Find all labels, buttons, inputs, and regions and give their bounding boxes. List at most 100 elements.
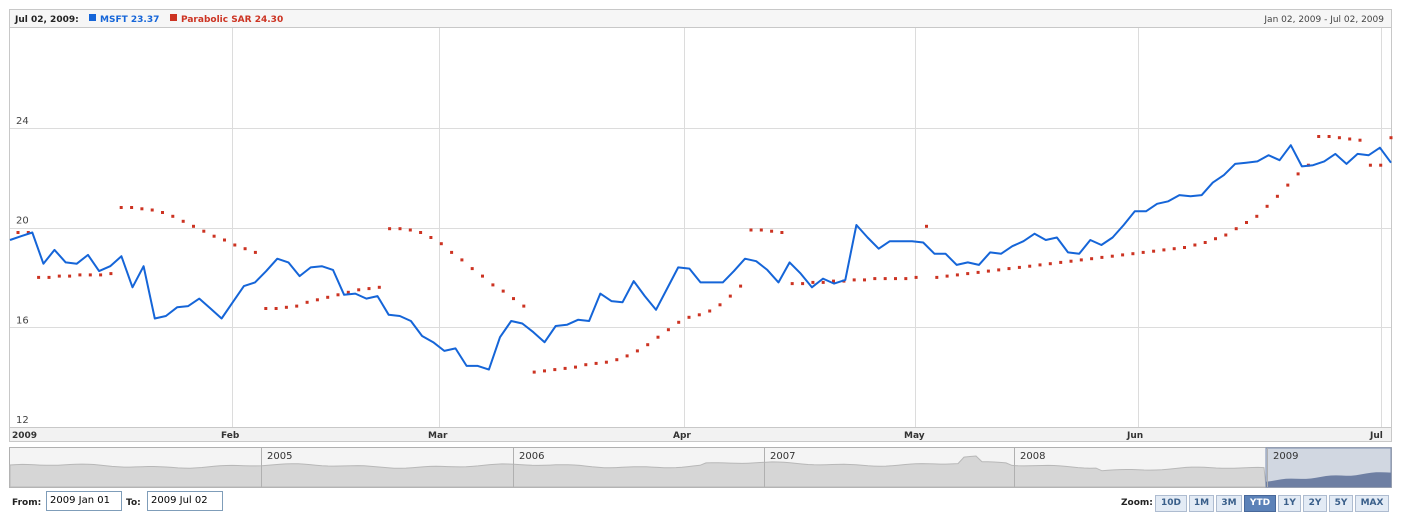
sar-point bbox=[439, 242, 443, 246]
sar-point bbox=[1286, 183, 1290, 187]
sar-point bbox=[759, 228, 763, 232]
sar-point bbox=[543, 369, 546, 373]
sar-point bbox=[88, 273, 92, 277]
x-tick-label: Jun bbox=[1126, 431, 1143, 441]
zoom-button-3m[interactable]: 3M bbox=[1216, 495, 1242, 512]
sar-point bbox=[1265, 204, 1269, 208]
sar-point bbox=[78, 273, 82, 277]
to-date-input[interactable]: 2009 Jul 02 bbox=[147, 491, 223, 511]
sar-point bbox=[460, 258, 464, 262]
sar-point bbox=[718, 303, 722, 307]
zoom-button-1m[interactable]: 1M bbox=[1189, 495, 1214, 512]
sar-point bbox=[677, 320, 681, 324]
sar-point bbox=[1203, 241, 1207, 244]
sar-point bbox=[894, 277, 897, 281]
sar-point bbox=[171, 214, 175, 218]
from-date-input[interactable]: 2009 Jan 01 bbox=[46, 491, 122, 511]
sar-point bbox=[646, 343, 650, 347]
sar-point bbox=[336, 293, 340, 297]
sar-point bbox=[749, 228, 753, 232]
sar-point bbox=[832, 279, 835, 283]
sar-point bbox=[986, 269, 990, 273]
navigator-area bbox=[9, 455, 1267, 488]
zoom-button-2y[interactable]: 2Y bbox=[1303, 495, 1327, 512]
sar-point bbox=[790, 282, 794, 286]
zoom-button-10d[interactable]: 10D bbox=[1155, 495, 1187, 512]
sar-point bbox=[666, 328, 670, 332]
sar-point bbox=[284, 305, 288, 309]
sar-point bbox=[945, 274, 949, 278]
sar-point bbox=[408, 228, 412, 232]
x-tick-label: 2009 bbox=[12, 431, 37, 441]
sar-point bbox=[212, 234, 216, 238]
sar-point bbox=[563, 366, 567, 370]
sar-point bbox=[1100, 255, 1104, 259]
sar-point bbox=[1059, 260, 1063, 264]
sar-point bbox=[377, 285, 381, 289]
sar-point bbox=[1028, 264, 1032, 268]
navigator-selection-area bbox=[1266, 472, 1391, 487]
sar-point bbox=[429, 236, 433, 239]
sar-point bbox=[1131, 252, 1135, 256]
sar-point bbox=[780, 231, 784, 234]
sar-point bbox=[635, 349, 639, 353]
legend-marker-sar bbox=[170, 14, 177, 21]
sar-point bbox=[450, 250, 454, 254]
sar-point bbox=[1296, 172, 1300, 176]
sar-point bbox=[274, 307, 278, 310]
sar-point bbox=[315, 298, 319, 302]
sar-point bbox=[522, 304, 526, 308]
sar-point bbox=[1183, 246, 1186, 249]
to-label: To: bbox=[126, 498, 141, 508]
zoom-button-1y[interactable]: 1Y bbox=[1278, 495, 1301, 512]
sar-point bbox=[192, 224, 195, 228]
header-date: Jul 02, 2009: bbox=[14, 15, 79, 25]
zoom-button-ytd[interactable]: YTD bbox=[1244, 495, 1276, 512]
sar-point bbox=[491, 283, 495, 287]
navigator-year-label: 2007 bbox=[770, 451, 795, 462]
sar-point bbox=[398, 227, 402, 231]
sar-point bbox=[1389, 136, 1393, 140]
sar-point bbox=[966, 272, 970, 276]
zoom-button-max[interactable]: MAX bbox=[1355, 495, 1389, 512]
sar-point bbox=[202, 229, 206, 233]
sar-point bbox=[584, 363, 588, 367]
sar-point bbox=[615, 358, 619, 362]
y-tick-label: 20 bbox=[16, 216, 29, 227]
sar-point bbox=[1152, 249, 1156, 253]
x-tick-label: Feb bbox=[221, 431, 240, 441]
sar-point bbox=[57, 274, 61, 278]
sar-point bbox=[873, 277, 877, 281]
sar-point bbox=[935, 275, 939, 279]
navigator-year-label: 2005 bbox=[267, 451, 292, 462]
x-tick-label: Jul bbox=[1369, 431, 1383, 441]
sar-point bbox=[1038, 263, 1042, 267]
sar-point bbox=[1358, 138, 1362, 142]
sar-point bbox=[1317, 135, 1321, 138]
x-axis bbox=[9, 427, 1392, 442]
navigator[interactable]: 2005 2006 2007 2008 2009 bbox=[9, 447, 1392, 488]
sar-point bbox=[594, 361, 598, 365]
sar-point bbox=[1255, 214, 1259, 218]
sar-point bbox=[501, 289, 505, 293]
zoom-label: Zoom: bbox=[1121, 498, 1153, 508]
x-tick-label: Apr bbox=[673, 431, 691, 441]
legend-marker-msft bbox=[89, 14, 96, 21]
sar-point bbox=[1214, 237, 1217, 241]
sar-point bbox=[1327, 135, 1331, 138]
sar-point bbox=[1245, 221, 1248, 224]
sar-point bbox=[1368, 163, 1372, 167]
msft-series-line bbox=[9, 144, 1392, 371]
sar-point bbox=[470, 267, 474, 271]
zoom-button-5y[interactable]: 5Y bbox=[1329, 495, 1353, 512]
sar-point bbox=[821, 280, 825, 284]
stock-chart: Jul 02, 2009: MSFT 23.37 Parabolic SAR 2… bbox=[9, 9, 1393, 488]
sar-point bbox=[976, 270, 980, 274]
sar-point bbox=[1224, 233, 1228, 237]
sar-point bbox=[140, 207, 144, 211]
sar-point bbox=[656, 335, 660, 339]
legend-sar: Parabolic SAR 24.30 bbox=[181, 15, 283, 25]
sar-point bbox=[295, 304, 299, 308]
navigator-year-labels: 2005 2006 2007 2008 2009 bbox=[261, 448, 1298, 487]
sar-point bbox=[728, 294, 732, 298]
